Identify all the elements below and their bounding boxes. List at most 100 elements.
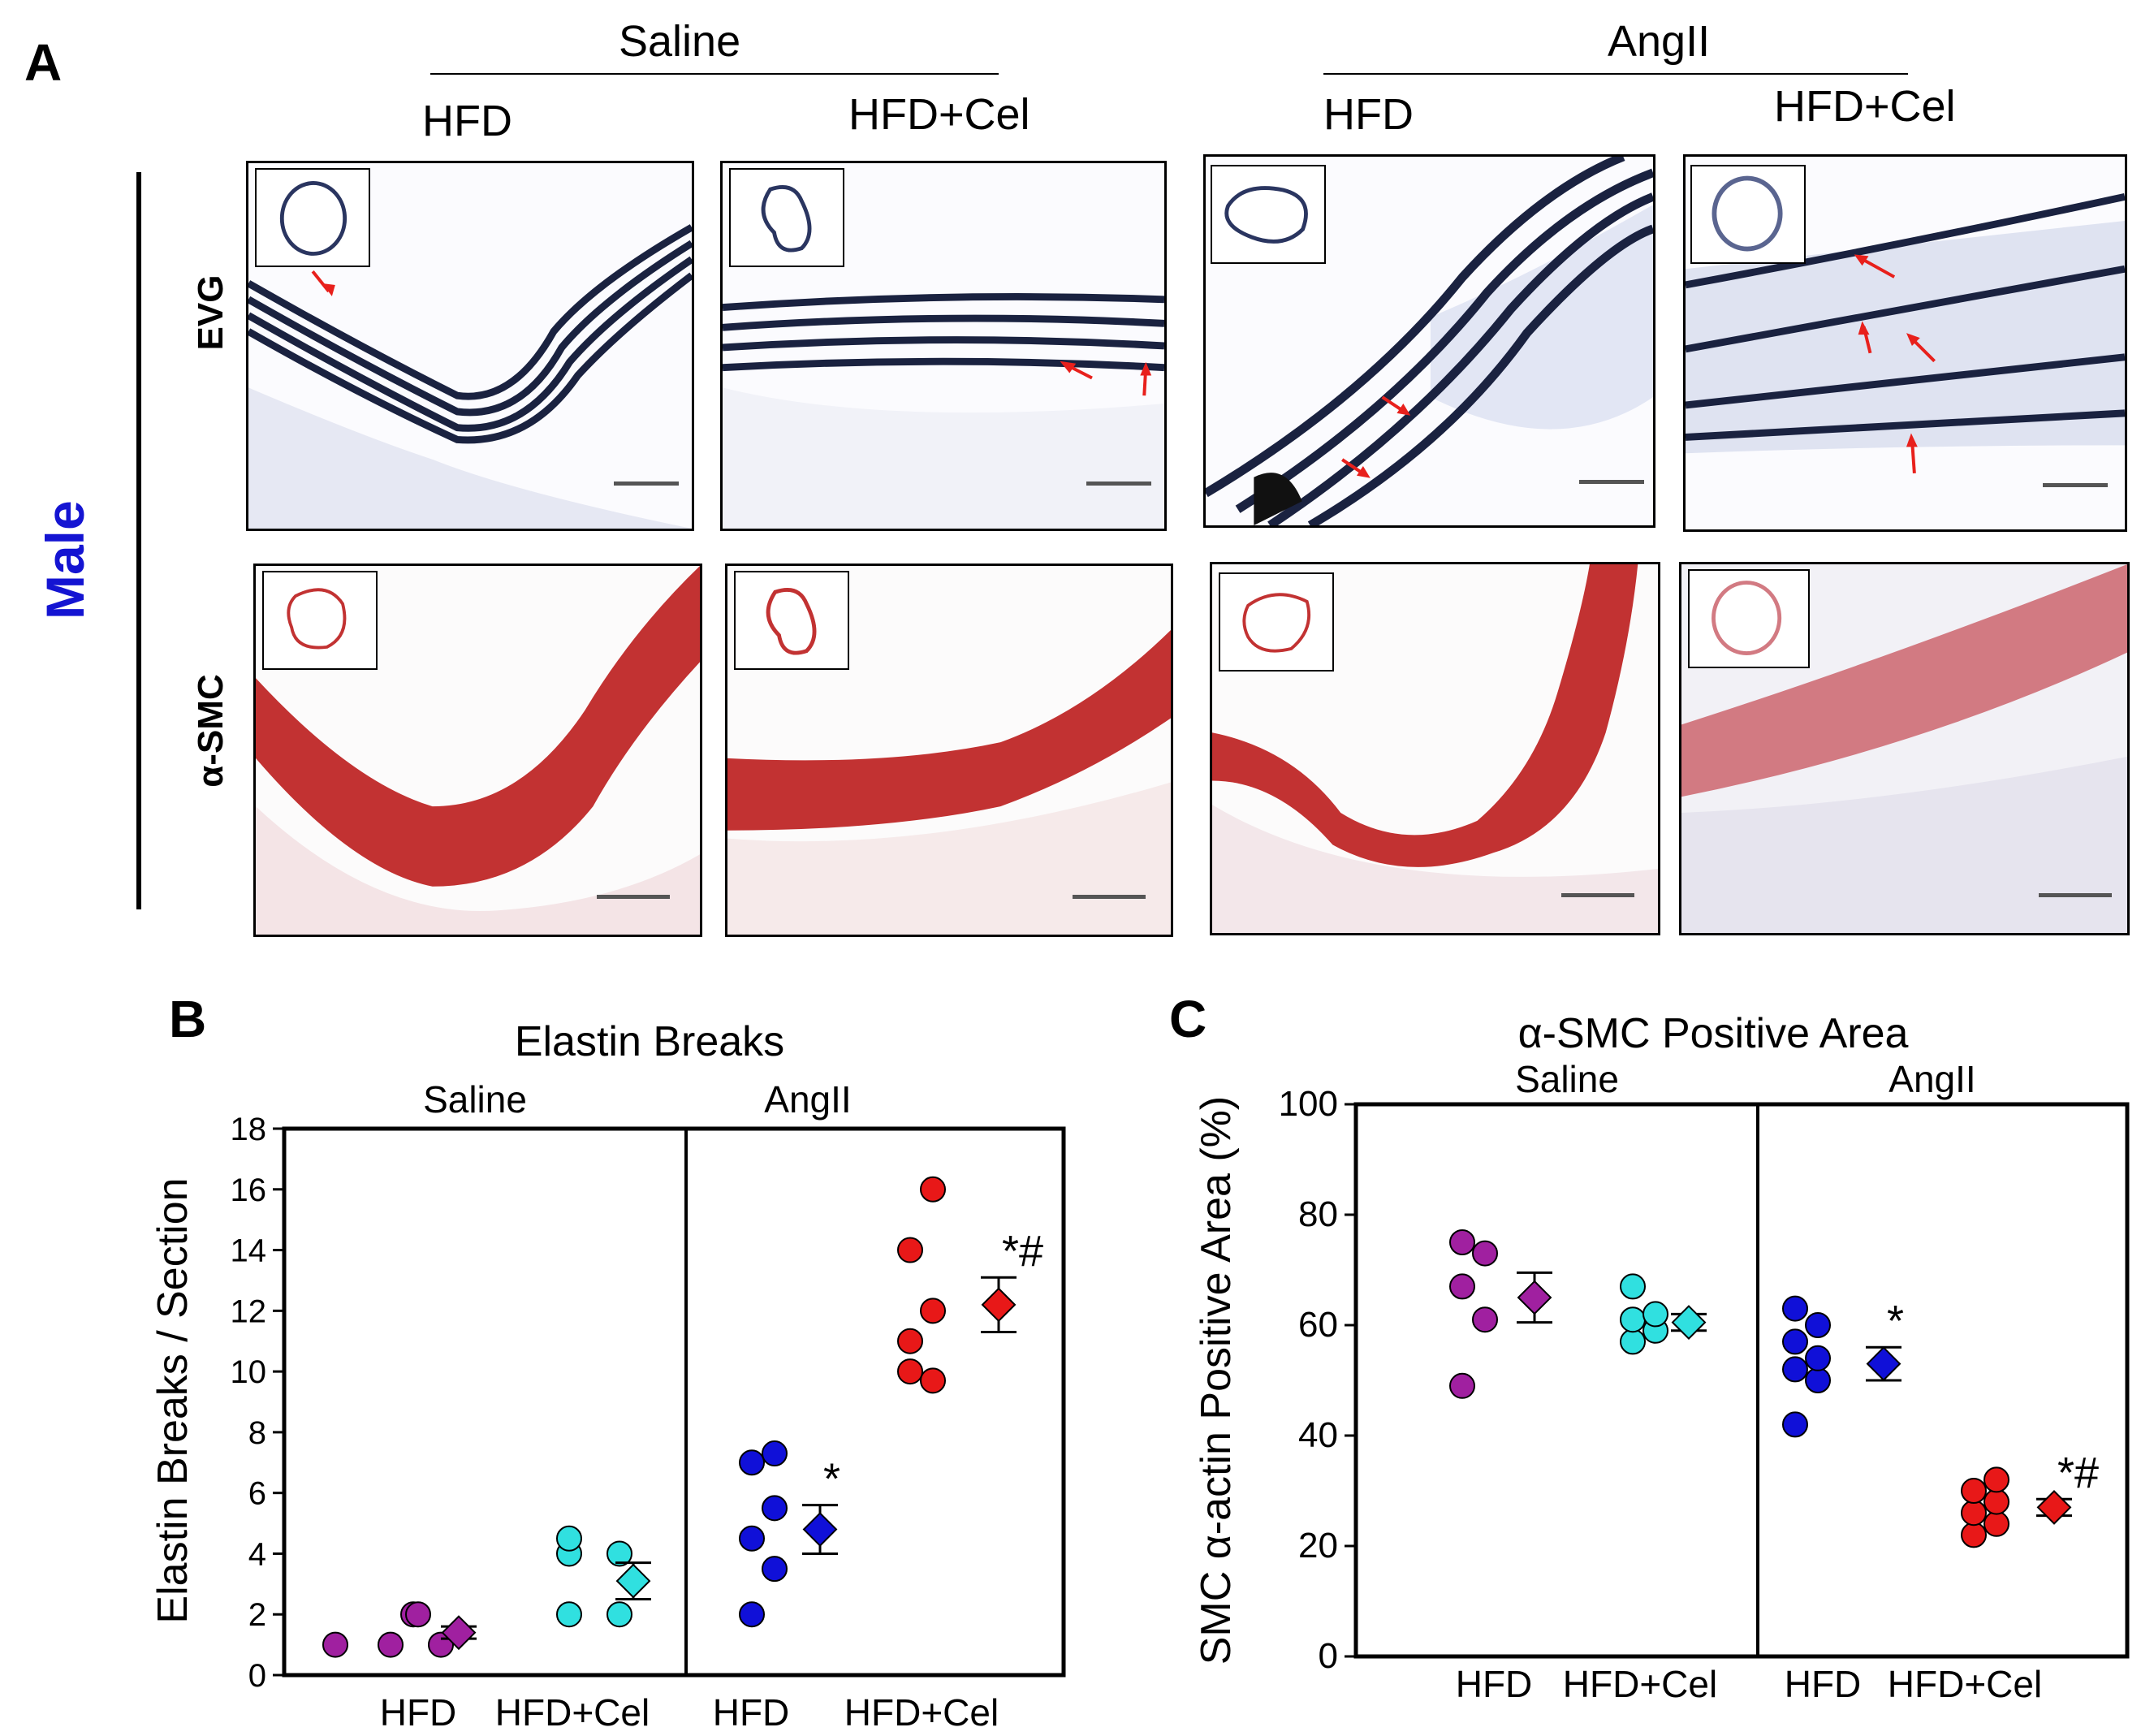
chart-c-series-2-point-3 [1805,1345,1831,1371]
column-label-angii-hfd-cel: HFD+Cel [1774,82,1956,131]
chart-b-series-2-mean [802,1512,838,1547]
chart-c-series-3-point-1 [1983,1510,2009,1537]
chart-c-series-2-point-1 [1805,1367,1831,1393]
chart-b-ytick-label-2: 4 [248,1536,266,1572]
chart-c-series-1-point-4 [1620,1273,1646,1300]
chart-c-ytick-label-2: 40 [1298,1415,1338,1455]
chart-b-series-0-point-4 [405,1601,431,1628]
chart-b-series-1-point-3 [606,1540,632,1567]
chart-c-category-label-0: HFD [1456,1663,1533,1705]
panel-c-letter: C [1169,990,1207,1048]
chart-b-series-3-mean [981,1287,1017,1323]
chart-c-series-3-point-5 [1983,1466,2009,1493]
chart-c-series-2-point-0 [1782,1411,1808,1438]
chart-b-ytick-label-9: 18 [231,1112,267,1147]
smc-image-saline-hfd-cel [725,564,1173,937]
smc-image-saline-hfd [253,564,702,937]
chart-b-series-3-point-1 [920,1367,946,1394]
chart-b-series-2-annotation: * [823,1455,840,1504]
chart-c-series-3-mean [2036,1489,2072,1525]
chart-b-ytick-label-5: 10 [231,1354,267,1390]
chart-c-category-label-1: HFD+Cel [1563,1663,1717,1705]
chart-c-series-3-point-4 [1961,1478,1987,1504]
chart-b-series-1-point-1 [606,1601,632,1628]
chart-b-ytick-label-6: 12 [231,1293,267,1329]
chart-c-title: α-SMC Positive Area [1518,1010,1909,1057]
chart-c-series-2-mean [1866,1346,1901,1382]
chart-c-group-label-1: AngII [1889,1058,1975,1100]
chart-b-series-3-point-5 [920,1176,946,1203]
chart-b-series-2-point-3 [762,1495,788,1522]
chart-c-series-3-annotation: *# [2057,1449,2099,1497]
chart-b-series-3-point-3 [920,1298,946,1324]
chart-c-ytick-label-4: 80 [1298,1194,1338,1234]
chart-b-series-1-mean [615,1563,651,1599]
chart-b-series-3-point-0 [897,1358,923,1385]
chart-c-series-1-point-1 [1642,1317,1668,1344]
chart-c-ytick-label-5: 100 [1279,1084,1338,1124]
chart-b-frame [282,1126,1066,1678]
row-label-alpha-smc: α-SMC [191,674,231,788]
chart-b-series-2-point-5 [762,1440,788,1467]
chart-b-series-1-point-4 [556,1525,582,1552]
chart-b-category-label-3: HFD+Cel [844,1691,999,1734]
chart-b-series-0-point-2 [322,1631,348,1658]
chart-c-series-3-point-0 [1961,1522,1987,1548]
smc-image-angii-hfd-cel [1679,562,2130,935]
chart-c-category-label-3: HFD+Cel [1888,1663,2042,1705]
chart-c-series-1-point-2 [1620,1306,1646,1333]
chart-c-series-2-annotation: * [1887,1297,1904,1345]
chart-c-series-0-point-4 [1449,1229,1475,1255]
chart-c-series-1-point-0 [1620,1328,1646,1355]
chart-c-ytick-label-0: 0 [1319,1636,1338,1676]
chart-b-series-3-point-2 [897,1328,923,1354]
chart-c-ytick-label-3: 60 [1298,1305,1338,1345]
chart-c-series-2-point-2 [1782,1356,1808,1383]
chart-c-series-2-point-4 [1782,1328,1808,1355]
male-row-divider [136,172,141,909]
group-line-saline [430,73,999,75]
chart-c-series-0-point-1 [1472,1306,1498,1333]
chart-c-series-0-point-0 [1449,1372,1475,1399]
chart-b-group-label-1: AngII [764,1078,851,1121]
chart-b-series-1-point-2 [556,1540,582,1567]
panel-b-letter: B [169,990,207,1048]
chart-b-ylabel: Elastin Breaks / Section [149,1177,196,1623]
chart-b-series-2-point-4 [739,1449,765,1476]
chart-b-ytick-label-1: 2 [248,1597,266,1633]
chart-c-series-0-mean [1517,1280,1552,1315]
evg-image-saline-hfd-cel [720,161,1167,531]
chart-b-category-label-0: HFD [380,1691,457,1734]
column-label-saline-hfd: HFD [422,97,512,145]
chart-c-series-2-point-5 [1805,1312,1831,1338]
chart-b-category-label-1: HFD+Cel [495,1691,650,1734]
smc-image-angii-hfd [1210,562,1660,935]
group-label-angii: AngII [1608,17,1711,66]
chart-c-ylabel: SMC α-actin Positive Area (%) [1193,1096,1240,1665]
sex-label-male: Male [35,500,95,620]
chart-b-series-0-point-3 [400,1601,426,1628]
chart-b-ytick-label-0: 0 [248,1658,266,1694]
chart-c-group-label-0: Saline [1515,1058,1619,1100]
chart-c-series-3-point-3 [1983,1488,2009,1515]
chart-c-series-3-point-2 [1961,1500,1987,1527]
chart-c-series-2-point-6 [1782,1295,1808,1322]
group-line-angii [1323,73,1908,75]
chart-c-series-0-point-3 [1472,1240,1498,1267]
evg-image-angii-hfd [1203,154,1655,528]
chart-b-title: Elastin Breaks [515,1018,784,1065]
evg-image-angii-hfd-cel [1683,154,2127,532]
chart-b-series-2-point-2 [739,1525,765,1552]
chart-b-ytick-label-3: 6 [248,1476,266,1512]
chart-b-group-label-0: Saline [423,1078,527,1121]
chart-b-series-0-mean [441,1615,477,1651]
chart-c-ytick-label-1: 20 [1298,1526,1338,1565]
chart-c-category-label-2: HFD [1785,1663,1862,1705]
chart-b-category-label-2: HFD [713,1691,790,1734]
panel-a-letter: A [24,33,63,92]
chart-c-series-1-point-3 [1642,1301,1668,1328]
evg-image-saline-hfd [246,161,694,531]
chart-b-series-0-point-1 [428,1631,454,1658]
chart-c-series-1-mean [1671,1305,1707,1341]
chart-c-series-0-point-2 [1449,1273,1475,1300]
